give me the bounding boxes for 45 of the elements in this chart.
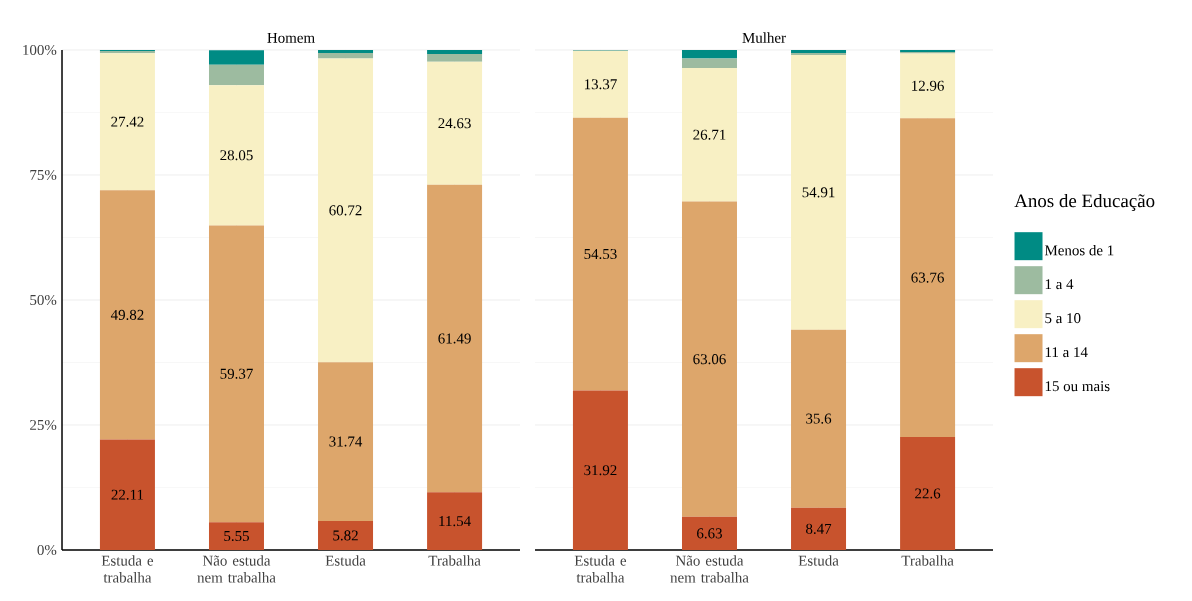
data-label: 11.54	[439, 516, 471, 527]
data-label: 49.82	[110, 309, 144, 320]
data-label: 54.53	[584, 249, 617, 260]
x-tick-label: Não estuda nem trabalha	[197, 555, 276, 583]
x-tick-label: Estuda e trabalha	[574, 555, 627, 583]
data-label: 27.42	[111, 116, 144, 127]
legend-title: Anos de Educação	[1014, 193, 1155, 212]
data-label: 12.96	[912, 80, 944, 91]
x-tick-label: Trabalha	[901, 555, 954, 566]
data-label: 60.72	[329, 205, 362, 216]
y-tick-label: 25%	[30, 419, 57, 431]
legend-label: Menos de 1	[1044, 244, 1114, 256]
data-label: 31.74	[329, 436, 363, 447]
y-tick-label: 75%	[30, 169, 57, 181]
y-tick-label: 100%	[23, 44, 57, 56]
data-label: 22.11	[111, 489, 144, 500]
data-label: 13.37	[584, 79, 617, 90]
x-tick-label: Estuda	[798, 555, 839, 566]
x-tick-label: Estuda e trabalha	[101, 555, 154, 583]
data-label: 59.37	[220, 368, 253, 379]
data-label: 6.63	[697, 528, 722, 539]
data-label: 26.71	[693, 129, 726, 140]
data-label: 5.55	[224, 531, 249, 542]
data-label: 5.82	[333, 530, 358, 541]
data-label: 35.6	[806, 413, 832, 424]
data-label: 8.47	[806, 523, 832, 534]
legend-label: 1 a 4	[1045, 279, 1074, 290]
legend-label: 5 a 10	[1045, 313, 1081, 324]
data-label: 63.06	[693, 354, 726, 365]
legend-label: 11 a 14	[1045, 347, 1088, 358]
data-label: 54.91	[802, 187, 835, 198]
x-tick-label: Trabalha	[428, 555, 481, 566]
data-label: 22.6	[915, 488, 941, 499]
legend-label: 15 ou mais	[1045, 381, 1110, 392]
chart-title: Homem	[267, 32, 315, 43]
data-label: 63.76	[911, 272, 944, 283]
y-tick-label: 50%	[30, 294, 57, 306]
data-label: 28.05	[220, 150, 253, 161]
data-label: 31.92	[584, 465, 617, 476]
y-tick-label: 0%	[37, 544, 57, 556]
data-label: 61.49	[438, 333, 471, 344]
chart-title: Mulher	[742, 32, 786, 43]
x-tick-label: Estuda	[325, 555, 366, 566]
data-label: 24.63	[438, 118, 471, 129]
x-tick-label: Não estuda nem trabalha	[670, 555, 749, 583]
